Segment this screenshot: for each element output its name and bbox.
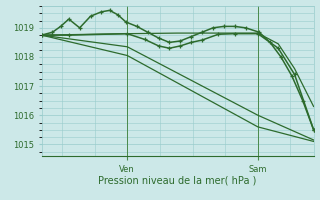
- X-axis label: Pression niveau de la mer( hPa ): Pression niveau de la mer( hPa ): [99, 175, 257, 185]
